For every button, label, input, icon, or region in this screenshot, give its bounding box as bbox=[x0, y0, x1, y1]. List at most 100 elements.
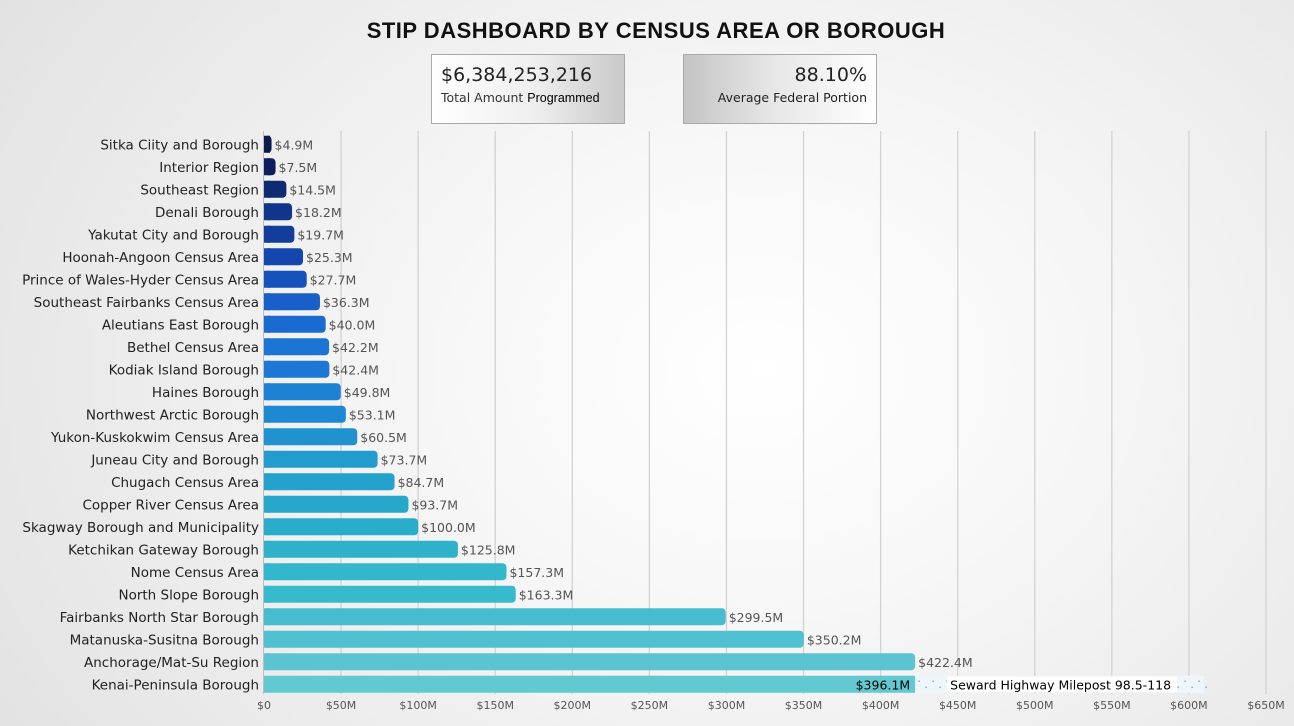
value-label: $40.0M bbox=[329, 317, 376, 332]
federal-portion-card: 88.10% Average Federal Portion bbox=[683, 54, 877, 124]
category-label: Haines Borough bbox=[152, 385, 259, 401]
bar bbox=[264, 630, 804, 648]
category-label: Juneau City and Borough bbox=[90, 452, 259, 468]
category-label: Nome Census Area bbox=[131, 565, 259, 581]
federal-portion-label: Average Federal Portion bbox=[717, 90, 867, 105]
annotation-label: Seward Highway Milepost 98.5-118 bbox=[950, 677, 1171, 692]
bar-left-edge bbox=[264, 473, 270, 491]
total-amount-label-a: Total Amount bbox=[441, 90, 524, 105]
total-amount-value: $6,384,253,216 bbox=[441, 64, 593, 86]
category-label: Bethel Census Area bbox=[127, 340, 259, 356]
category-label: Anchorage/Mat-Su Region bbox=[84, 655, 259, 671]
bar bbox=[264, 293, 320, 311]
bar-left-edge bbox=[264, 158, 270, 176]
category-label: Hoonah-Angoon Census Area bbox=[62, 250, 259, 266]
chart-title: STIP DASHBOARD BY CENSUS AREA OR BOROUGH bbox=[366, 18, 946, 43]
value-label: $27.7M bbox=[310, 272, 357, 287]
bar-left-edge bbox=[264, 383, 270, 401]
bar-left-edge bbox=[264, 360, 270, 378]
bar bbox=[264, 383, 341, 401]
category-label: Prince of Wales-Hyder Census Area bbox=[22, 272, 259, 288]
bar bbox=[264, 675, 916, 693]
bar bbox=[264, 315, 326, 333]
bar bbox=[264, 653, 916, 671]
bar bbox=[264, 248, 304, 266]
x-tick-label: $500M bbox=[1016, 699, 1054, 712]
bar-left-edge bbox=[264, 315, 270, 333]
bar bbox=[264, 203, 293, 221]
x-tick-label: $550M bbox=[1093, 699, 1131, 712]
x-tick-label: $350M bbox=[785, 699, 823, 712]
category-label: Kodiak Island Borough bbox=[109, 362, 259, 378]
value-label: $100.0M bbox=[421, 520, 476, 535]
x-tick-label: $150M bbox=[476, 699, 514, 712]
bar bbox=[264, 518, 419, 536]
bar-left-edge bbox=[264, 293, 270, 311]
annotation-dot bbox=[918, 680, 921, 683]
annotation-dot bbox=[1198, 680, 1201, 683]
value-label: $422.4M bbox=[918, 655, 973, 670]
value-label: $53.1M bbox=[349, 407, 396, 422]
category-label: Fairbanks North Star Borough bbox=[60, 610, 259, 626]
annotation-dot bbox=[1184, 680, 1187, 683]
value-label: $125.8M bbox=[461, 542, 516, 557]
bar bbox=[264, 563, 507, 581]
bar-left-edge bbox=[264, 203, 270, 221]
value-label: $299.5M bbox=[729, 610, 784, 625]
total-amount-card: $6,384,253,216 Total Amount Programmed bbox=[431, 54, 625, 124]
bar-left-edge bbox=[264, 225, 270, 243]
annotation-text-bg bbox=[947, 676, 1178, 692]
category-label: Interior Region bbox=[159, 160, 259, 176]
bar bbox=[264, 225, 295, 243]
x-tick-label: $400M bbox=[862, 699, 900, 712]
bar bbox=[264, 473, 395, 491]
category-label: Kenai-Peninsula Borough bbox=[92, 677, 259, 693]
bar bbox=[264, 338, 330, 356]
value-label: $42.2M bbox=[332, 340, 379, 355]
category-label: Denali Borough bbox=[155, 205, 259, 221]
total-amount-label: Total Amount Programmed bbox=[441, 90, 600, 105]
x-tick-label: $250M bbox=[631, 699, 669, 712]
annotation-dot bbox=[925, 686, 928, 689]
bar bbox=[264, 608, 726, 626]
bar-left-edge bbox=[264, 495, 270, 513]
x-tick-label: $100M bbox=[399, 699, 437, 712]
x-tick-label: $300M bbox=[708, 699, 746, 712]
value-label: $7.5M bbox=[279, 160, 318, 175]
bar-left-edge bbox=[264, 180, 270, 198]
annotation-dot bbox=[1205, 686, 1208, 689]
value-label: $4.9M bbox=[275, 137, 314, 152]
category-label: Copper River Census Area bbox=[82, 497, 259, 513]
category-label: Southeast Region bbox=[140, 182, 259, 198]
x-tick-label: $200M bbox=[554, 699, 592, 712]
value-label: $49.8M bbox=[344, 385, 391, 400]
category-label: Aleutians East Borough bbox=[102, 317, 259, 333]
annotation-dot bbox=[939, 686, 942, 689]
category-label: Ketchikan Gateway Borough bbox=[68, 542, 259, 558]
bar bbox=[264, 585, 516, 603]
total-amount-label-b: Programmed bbox=[527, 91, 600, 105]
category-label: Matanuska-Susitna Borough bbox=[70, 632, 259, 648]
bar bbox=[264, 270, 307, 288]
category-label: Yakutat City and Borough bbox=[87, 227, 259, 243]
value-label: $93.7M bbox=[411, 497, 458, 512]
bar-left-edge bbox=[264, 563, 270, 581]
value-label: $36.3M bbox=[323, 295, 370, 310]
annotation-dot bbox=[1177, 686, 1180, 689]
value-label: $157.3M bbox=[509, 565, 564, 580]
category-label: North Slope Borough bbox=[118, 587, 259, 603]
category-label: Northwest Arctic Borough bbox=[86, 407, 259, 423]
bar-left-edge bbox=[264, 248, 270, 266]
value-label: $14.5M bbox=[289, 182, 336, 197]
bar-left-edge bbox=[264, 405, 270, 423]
bar-left-edge bbox=[264, 630, 270, 648]
x-tick-label: $600M bbox=[1170, 699, 1208, 712]
category-label: Sitka Ciity and Borough bbox=[100, 137, 259, 153]
bar-left-edge bbox=[264, 450, 270, 468]
bar bbox=[264, 428, 358, 446]
value-label: $19.7M bbox=[297, 227, 344, 242]
value-label: $73.7M bbox=[381, 452, 428, 467]
bar bbox=[264, 360, 330, 378]
bar bbox=[264, 540, 458, 558]
bar-left-edge bbox=[264, 608, 270, 626]
